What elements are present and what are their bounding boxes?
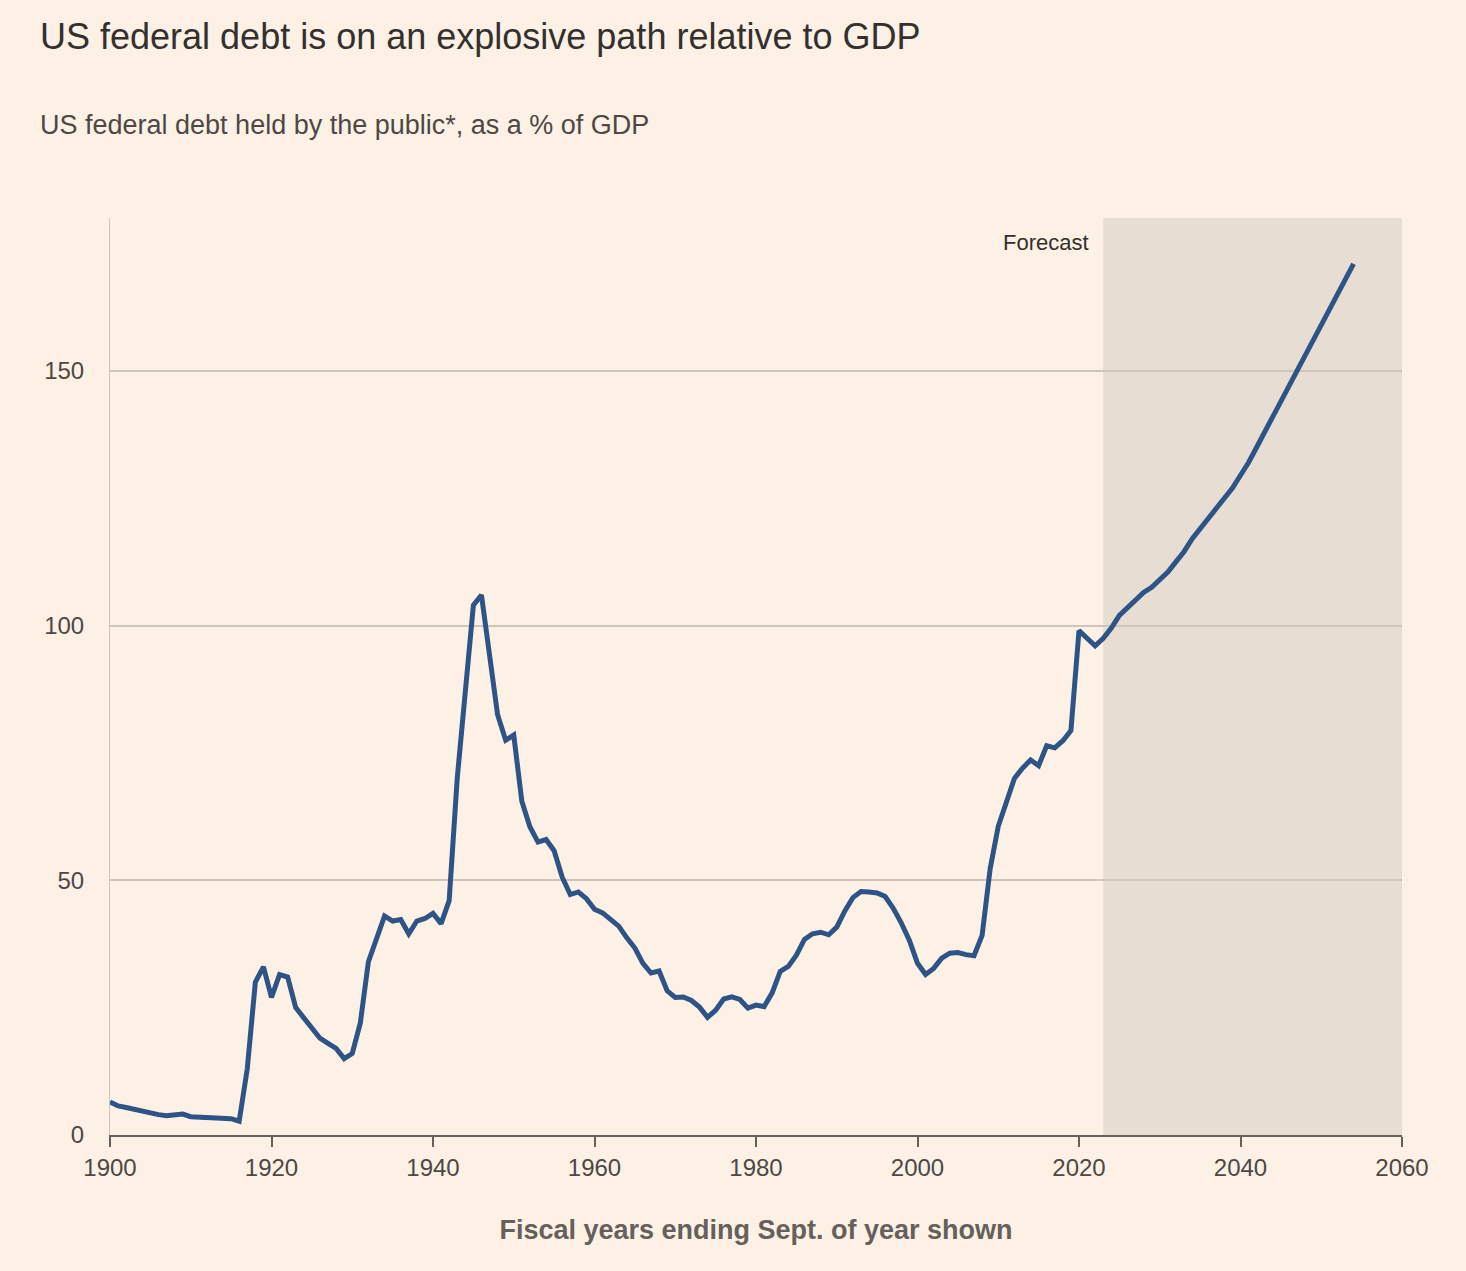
svg-text:US federal debt held by the pu: US federal debt held by the public*, as …	[40, 110, 649, 140]
svg-text:1940: 1940	[406, 1154, 459, 1181]
svg-text:1960: 1960	[568, 1154, 621, 1181]
svg-text:2060: 2060	[1375, 1154, 1428, 1181]
svg-text:2000: 2000	[891, 1154, 944, 1181]
svg-text:1920: 1920	[245, 1154, 298, 1181]
svg-text:US federal debt is on an explo: US federal debt is on an explosive path …	[40, 16, 921, 57]
svg-text:Forecast: Forecast	[1003, 230, 1089, 255]
svg-text:0: 0	[71, 1121, 84, 1148]
svg-text:50: 50	[57, 867, 84, 894]
svg-text:2020: 2020	[1052, 1154, 1105, 1181]
svg-text:100: 100	[44, 612, 84, 639]
svg-text:2040: 2040	[1214, 1154, 1267, 1181]
svg-text:150: 150	[44, 357, 84, 384]
svg-text:1980: 1980	[729, 1154, 782, 1181]
svg-text:1900: 1900	[83, 1154, 136, 1181]
svg-text:Fiscal years ending Sept. of y: Fiscal years ending Sept. of year shown	[499, 1215, 1012, 1245]
